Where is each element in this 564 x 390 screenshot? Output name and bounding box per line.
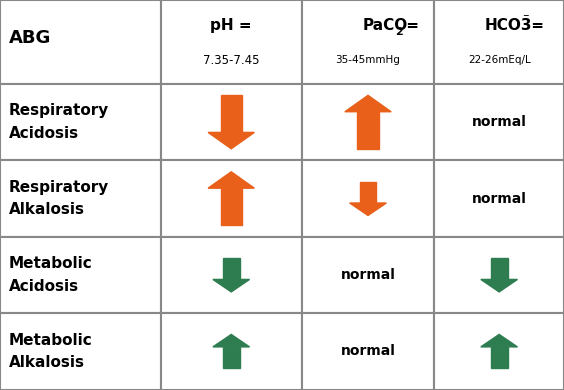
Polygon shape xyxy=(213,280,249,292)
Bar xyxy=(0,84,161,160)
Polygon shape xyxy=(481,334,518,347)
Bar xyxy=(434,313,564,390)
Polygon shape xyxy=(350,203,386,215)
Bar xyxy=(358,112,379,149)
Text: normal: normal xyxy=(472,115,527,129)
Text: 2: 2 xyxy=(395,27,403,37)
Text: normal: normal xyxy=(472,191,527,206)
Bar xyxy=(161,237,302,313)
Bar xyxy=(434,0,564,84)
Bar xyxy=(434,160,564,237)
Bar xyxy=(223,258,240,280)
Polygon shape xyxy=(208,172,254,188)
Bar xyxy=(161,313,302,390)
Bar xyxy=(302,313,434,390)
Text: Respiratory
Alkalosis: Respiratory Alkalosis xyxy=(8,180,109,217)
Bar xyxy=(302,84,434,160)
Bar xyxy=(491,258,508,280)
Text: ⁻: ⁻ xyxy=(522,12,528,25)
Bar xyxy=(491,347,508,368)
Text: Respiratory
Acidosis: Respiratory Acidosis xyxy=(8,103,109,141)
Text: pH =: pH = xyxy=(210,18,252,33)
Bar xyxy=(302,0,434,84)
Text: =: = xyxy=(526,18,544,33)
Bar xyxy=(434,237,564,313)
Polygon shape xyxy=(213,334,249,347)
Polygon shape xyxy=(208,133,254,149)
Bar xyxy=(161,84,302,160)
Bar xyxy=(221,188,242,225)
Text: normal: normal xyxy=(341,268,395,282)
Text: normal: normal xyxy=(341,344,395,358)
Bar xyxy=(161,0,302,84)
Bar xyxy=(0,237,161,313)
Text: HCO3: HCO3 xyxy=(485,18,532,33)
Bar xyxy=(161,160,302,237)
Text: 7.35-7.45: 7.35-7.45 xyxy=(203,54,259,67)
Bar xyxy=(302,237,434,313)
Bar xyxy=(0,160,161,237)
Bar xyxy=(434,84,564,160)
Text: =: = xyxy=(401,18,418,33)
Text: Metabolic
Alkalosis: Metabolic Alkalosis xyxy=(8,333,92,370)
Text: Metabolic
Acidosis: Metabolic Acidosis xyxy=(8,256,92,294)
Bar xyxy=(0,0,161,84)
Text: 35-45mmHg: 35-45mmHg xyxy=(336,55,400,66)
Text: ABG: ABG xyxy=(8,29,51,47)
Bar xyxy=(302,160,434,237)
Polygon shape xyxy=(345,96,391,112)
Text: 22-26mEq/L: 22-26mEq/L xyxy=(468,55,531,66)
Bar xyxy=(223,347,240,368)
Bar xyxy=(0,313,161,390)
Bar xyxy=(360,182,377,203)
Text: PaCO: PaCO xyxy=(363,18,408,33)
Polygon shape xyxy=(481,280,518,292)
Bar xyxy=(221,96,242,133)
